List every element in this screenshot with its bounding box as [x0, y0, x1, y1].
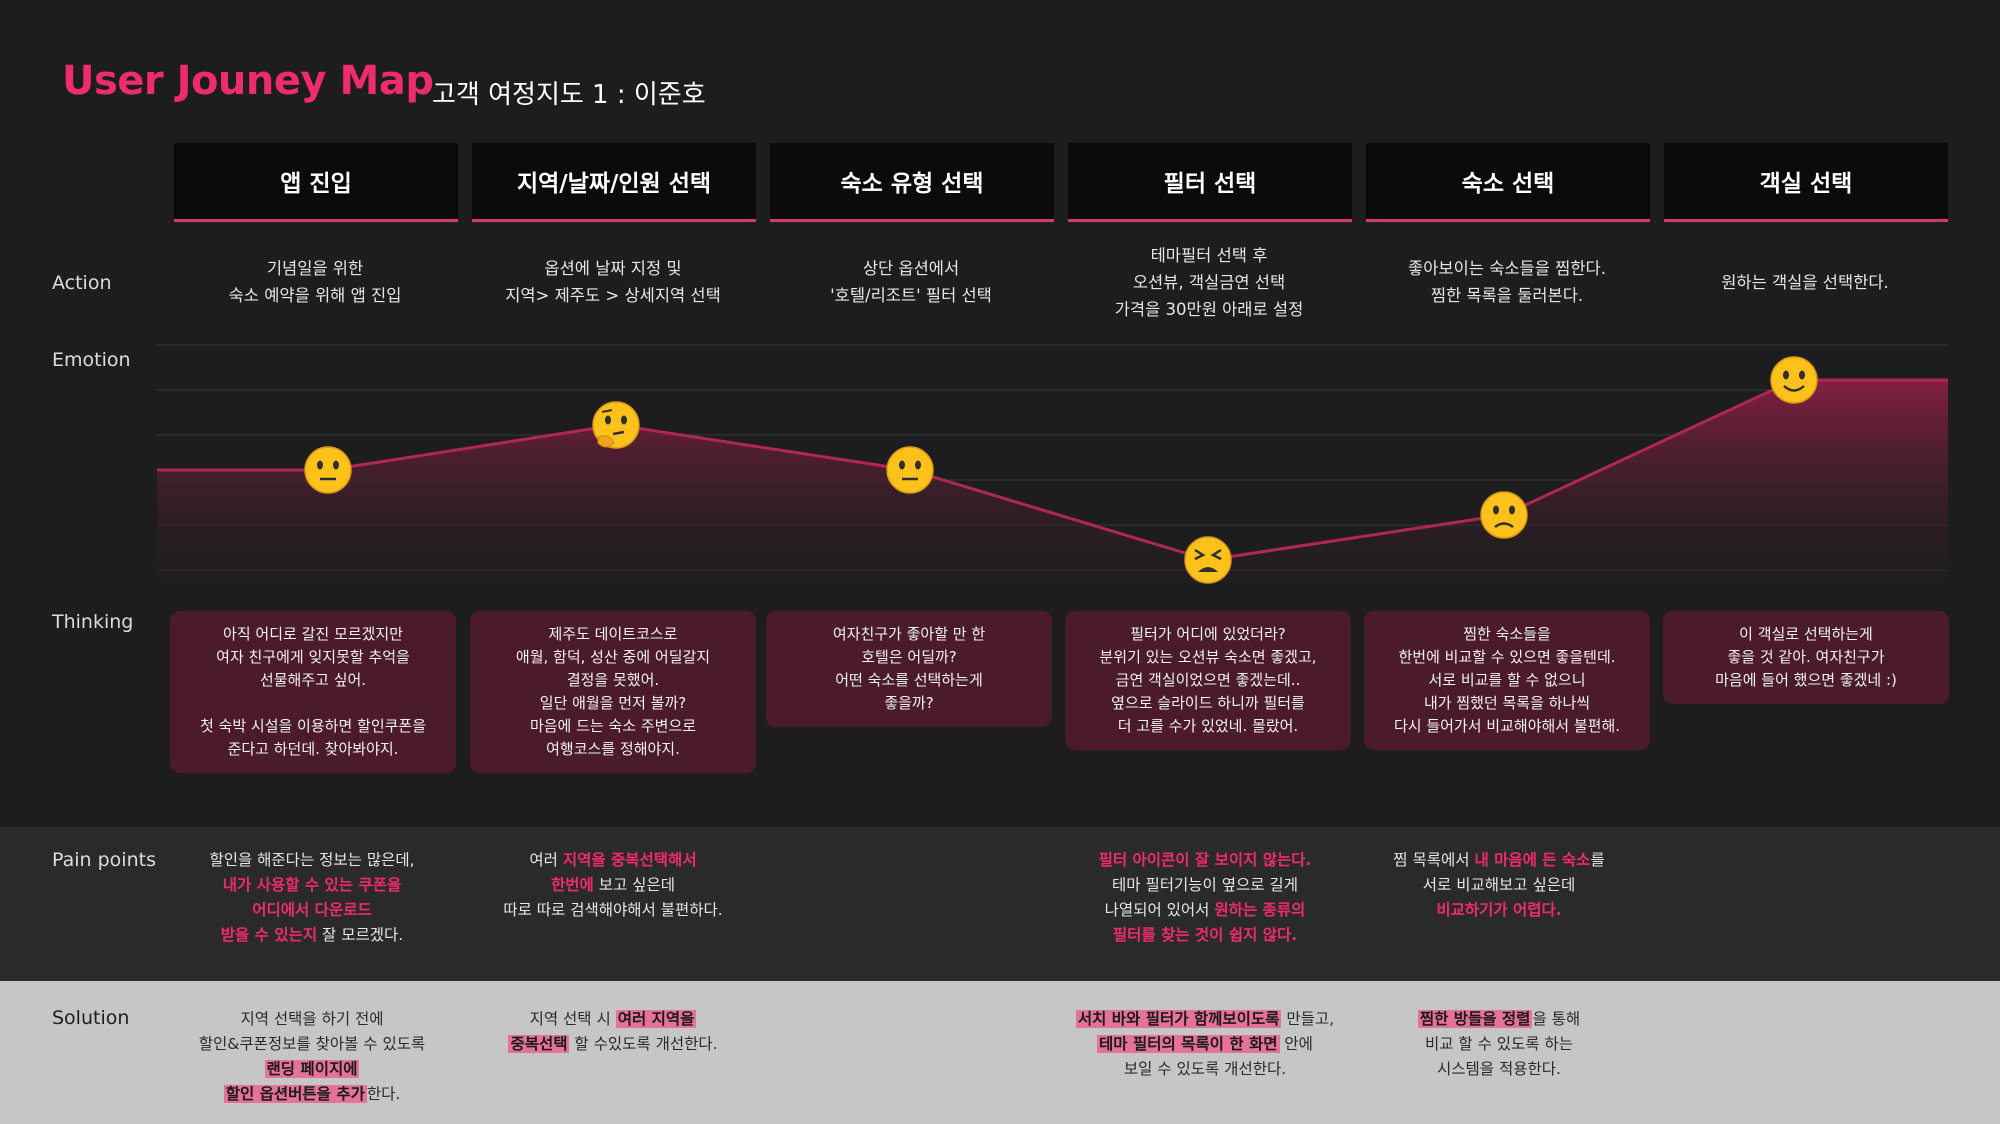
pain-point-text: 할인을 해준다는 정보는 많은데, 내가 사용할 수 있는 쿠폰을 어디에서 다… [209, 851, 415, 944]
stage-lodging-type: 숙소 유형 선택 [770, 143, 1054, 222]
row-label-emotion: Emotion [52, 349, 131, 371]
page-title: User Jouney Map [62, 58, 434, 104]
action-text: 좋아보이는 숙소들을 찜한다. 찜한 목록을 둘러본다. [1408, 259, 1606, 305]
neutral-face-icon [304, 446, 352, 494]
pain-point-text: 여러 지역을 중복선택해서 한번에 보고 싶은데 따로 따로 검색해야해서 불편… [503, 851, 723, 919]
solution-text: 서치 바와 필터가 함께보이도록 만들고, 테마 필터의 목록이 한 화면 안에… [1075, 1010, 1335, 1078]
row-label-pain: Pain points [52, 849, 156, 871]
smiling-face-icon [1770, 356, 1818, 404]
thinking-bubble: 아직 어디로 갈진 모르겠지만 여자 친구에게 잊지못할 추억을 선물해주고 싶… [170, 611, 456, 773]
thinking-face-icon [592, 401, 640, 449]
stage-filter: 필터 선택 [1068, 143, 1352, 222]
pain-point-text: 필터 아이콘이 잘 보이지 않는다. 테마 필터기능이 옆으로 길게 나열되어 … [1098, 851, 1312, 944]
stage-lodging-select: 숙소 선택 [1366, 143, 1650, 222]
thinking-bubble: 찜한 숙소들을 한번에 비교할 수 있으면 좋을텐데. 서로 비교를 할 수 없… [1364, 611, 1650, 750]
action-text: 기념일을 위한 숙소 예약을 위해 앱 진입 [228, 259, 402, 305]
slightly-frowning-face-icon [1480, 491, 1528, 539]
thinking-bubble: 제주도 데이트코스로 애월, 함덕, 성산 중에 어딜갈지 결정을 못했어. 일… [470, 611, 756, 773]
page-subtitle: 고객 여정지도 1 : 이준호 [432, 80, 706, 110]
stage-region-date: 지역/날짜/인원 선택 [472, 143, 756, 222]
action-text: 테마필터 선택 후 오션뷰, 객실금연 선택 가격을 30만원 아래로 설정 [1114, 245, 1304, 319]
neutral-face-icon [886, 446, 934, 494]
stage-app-entry: 앱 진입 [174, 143, 458, 222]
row-label-thinking: Thinking [52, 611, 134, 633]
pain-point-text: 찜 목록에서 내 마음에 든 숙소를 서로 비교해보고 싶은데 비교하기가 어렵… [1393, 851, 1605, 919]
emotion-faces [304, 356, 1818, 584]
stage-room-select: 객실 선택 [1664, 143, 1948, 222]
tired-face-icon [1184, 536, 1232, 584]
action-text: 옵션에 날짜 지정 및 지역> 제주도 > 상세지역 선택 [505, 259, 721, 305]
action-text: 상단 옵션에서 '호텔/리조트' 필터 선택 [830, 259, 992, 305]
emotion-curve-chart [157, 344, 1948, 590]
thinking-bubble: 필터가 어디에 있었더라? 분위기 있는 오션뷰 숙소면 좋겠고, 금연 객실이… [1065, 611, 1351, 750]
thinking-bubble: 이 객실로 선택하는게 좋을 것 같아. 여자친구가 마음에 들어 했으면 좋겠… [1663, 611, 1949, 704]
row-label-action: Action [52, 272, 112, 294]
thinking-bubble: 여자친구가 좋아할 만 한 호텔은 어딜까? 어떤 숙소를 선택하는게 좋을까? [766, 611, 1052, 727]
emotion-line [157, 378, 1948, 562]
solution-text: 지역 선택 시 여러 지역을 중복선택 할 수있도록 개선한다. [508, 1010, 718, 1053]
solution-text: 지역 선택을 하기 전에 할인&쿠폰정보를 찾아볼 수 있도록 랜딩 페이지에 … [198, 1010, 426, 1103]
action-text: 원하는 객실을 선택한다. [1721, 272, 1889, 292]
row-label-solution: Solution [52, 1007, 130, 1029]
emotion-area [157, 380, 1948, 590]
solution-text: 찜한 방들을 정렬 을 통해 비교 할 수 있도록 하는 시스템을 적용한다. [1417, 1010, 1581, 1078]
pain-points-band [0, 827, 2000, 981]
